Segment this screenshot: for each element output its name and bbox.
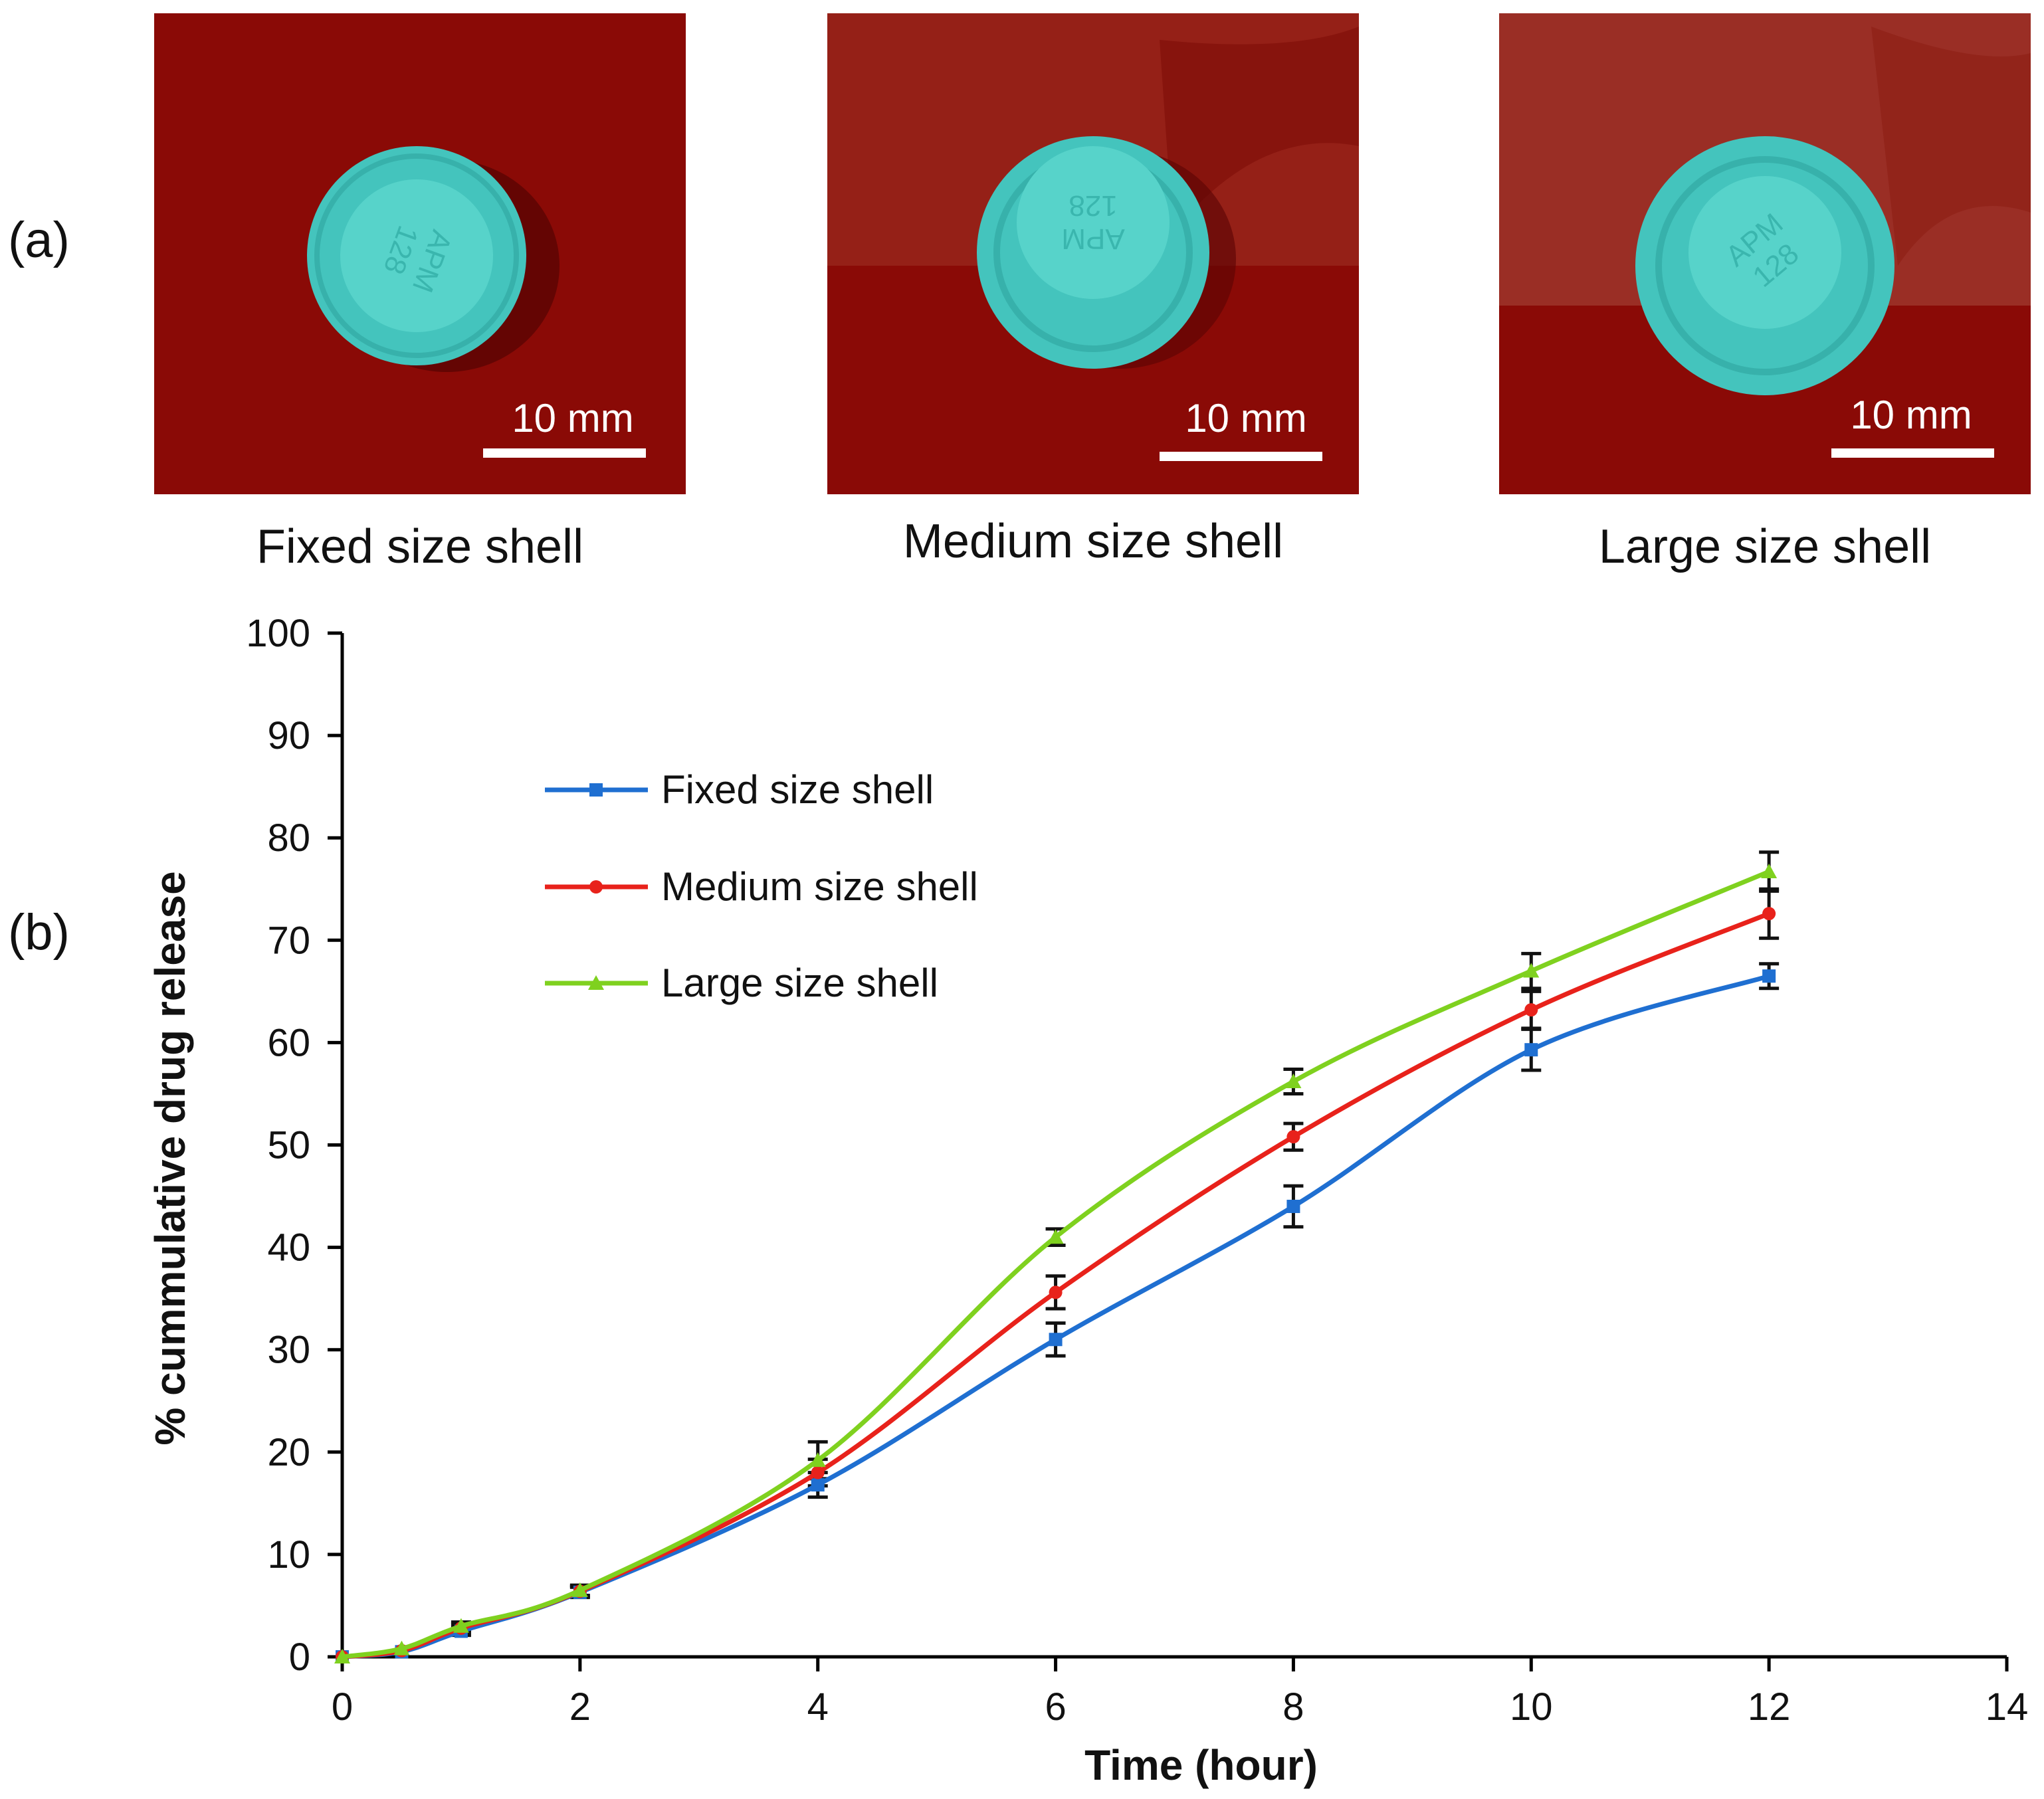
large-data-point xyxy=(1047,1229,1064,1244)
large-data-point xyxy=(571,1582,588,1597)
large-series-line xyxy=(340,869,1772,1659)
y-tick-label: 10 xyxy=(267,1533,310,1576)
y-tick-label: 40 xyxy=(267,1226,310,1270)
photo-medium-shell-image: APM 128 10 mm xyxy=(827,13,1359,494)
panel-b-label: (b) xyxy=(8,904,70,961)
photo-fixed-shell-image: APM 128 10 mm xyxy=(154,13,686,494)
scale-bar xyxy=(1831,448,1994,458)
x-tick-label: 0 xyxy=(332,1685,353,1729)
photo-fixed-shell: APM 128 10 mm xyxy=(154,13,686,494)
fixed-data-point xyxy=(1762,969,1776,983)
medium-data-point xyxy=(811,1466,825,1479)
caption-large-shell: Large size shell xyxy=(1598,520,1932,573)
tablet xyxy=(1017,146,1170,299)
panel-a-label: (a) xyxy=(8,212,70,268)
x-tick-label: 4 xyxy=(807,1685,829,1729)
x-tick-label: 10 xyxy=(1510,1685,1553,1729)
scale-bar-label: 10 mm xyxy=(1850,393,1972,437)
caption-fixed-shell: Fixed size shell xyxy=(256,520,584,573)
fixed-series-line xyxy=(340,973,1772,1659)
y-tick-label: 90 xyxy=(267,714,310,757)
tablet xyxy=(1688,176,1841,329)
y-axis-title: % cummulative drug release xyxy=(146,871,194,1445)
y-tick-label: 0 xyxy=(289,1636,310,1679)
legend-label-fixed: Fixed size shell xyxy=(661,767,934,812)
fixed-data-point xyxy=(811,1478,825,1492)
scale-bar xyxy=(483,448,646,458)
legend-marker-fixed xyxy=(589,783,603,797)
y-tick-label: 30 xyxy=(267,1329,310,1372)
caption-medium-shell: Medium size shell xyxy=(902,515,1284,568)
legend-label-large: Large size shell xyxy=(661,961,938,1005)
x-tick-label: 2 xyxy=(569,1685,591,1729)
large-data-point xyxy=(1285,1073,1302,1088)
x-axis-title: Time (hour) xyxy=(1084,1741,1318,1789)
photo-medium-shell: APM 128 10 mm xyxy=(827,13,1359,494)
medium-data-point xyxy=(1762,907,1776,921)
x-tick-label: 8 xyxy=(1282,1685,1304,1729)
x-tick-label: 14 xyxy=(1986,1685,2029,1729)
large-data-point xyxy=(393,1640,410,1656)
large-data-point xyxy=(1761,864,1778,879)
medium-data-point xyxy=(1286,1130,1300,1144)
x-tick-label: 6 xyxy=(1045,1685,1066,1729)
scale-bar-label: 10 mm xyxy=(512,396,633,440)
large-data-point xyxy=(809,1452,826,1468)
large-data-point xyxy=(1523,963,1540,978)
y-tick-label: 60 xyxy=(267,1021,310,1064)
scale-bar-label: 10 mm xyxy=(1185,396,1306,440)
legend-label-medium: Medium size shell xyxy=(661,864,978,909)
scale-bar xyxy=(1160,452,1322,461)
y-tick-label: 100 xyxy=(246,612,310,655)
photo-large-shell: APM 128 10 mm xyxy=(1499,13,2031,494)
large-data-point xyxy=(453,1618,469,1633)
large-data-point xyxy=(334,1649,350,1663)
photo-large-shell-image: APM 128 10 mm xyxy=(1499,13,2031,494)
x-tick-label: 12 xyxy=(1748,1685,1791,1729)
release-chart: 0 10 20 30 40 50 60 70 80 90 100 0 2 4 6 8 10 12 14 Time (h… xyxy=(146,612,2029,1789)
y-tick-label: 80 xyxy=(267,816,310,860)
tablet-imprint: APM xyxy=(1061,223,1124,255)
fixed-data-point xyxy=(1049,1333,1063,1347)
tablet xyxy=(340,179,493,332)
medium-data-point xyxy=(1049,1285,1063,1299)
y-tick-label: 20 xyxy=(267,1431,310,1474)
fixed-data-point xyxy=(1286,1199,1300,1213)
medium-data-point xyxy=(1524,1003,1538,1017)
tablet-imprint: 128 xyxy=(1069,189,1117,222)
legend-marker-medium xyxy=(589,880,603,894)
fixed-data-point xyxy=(1524,1043,1538,1057)
y-tick-label: 70 xyxy=(267,919,310,962)
y-tick-label: 50 xyxy=(267,1124,310,1167)
legend-marker-large xyxy=(588,975,604,990)
